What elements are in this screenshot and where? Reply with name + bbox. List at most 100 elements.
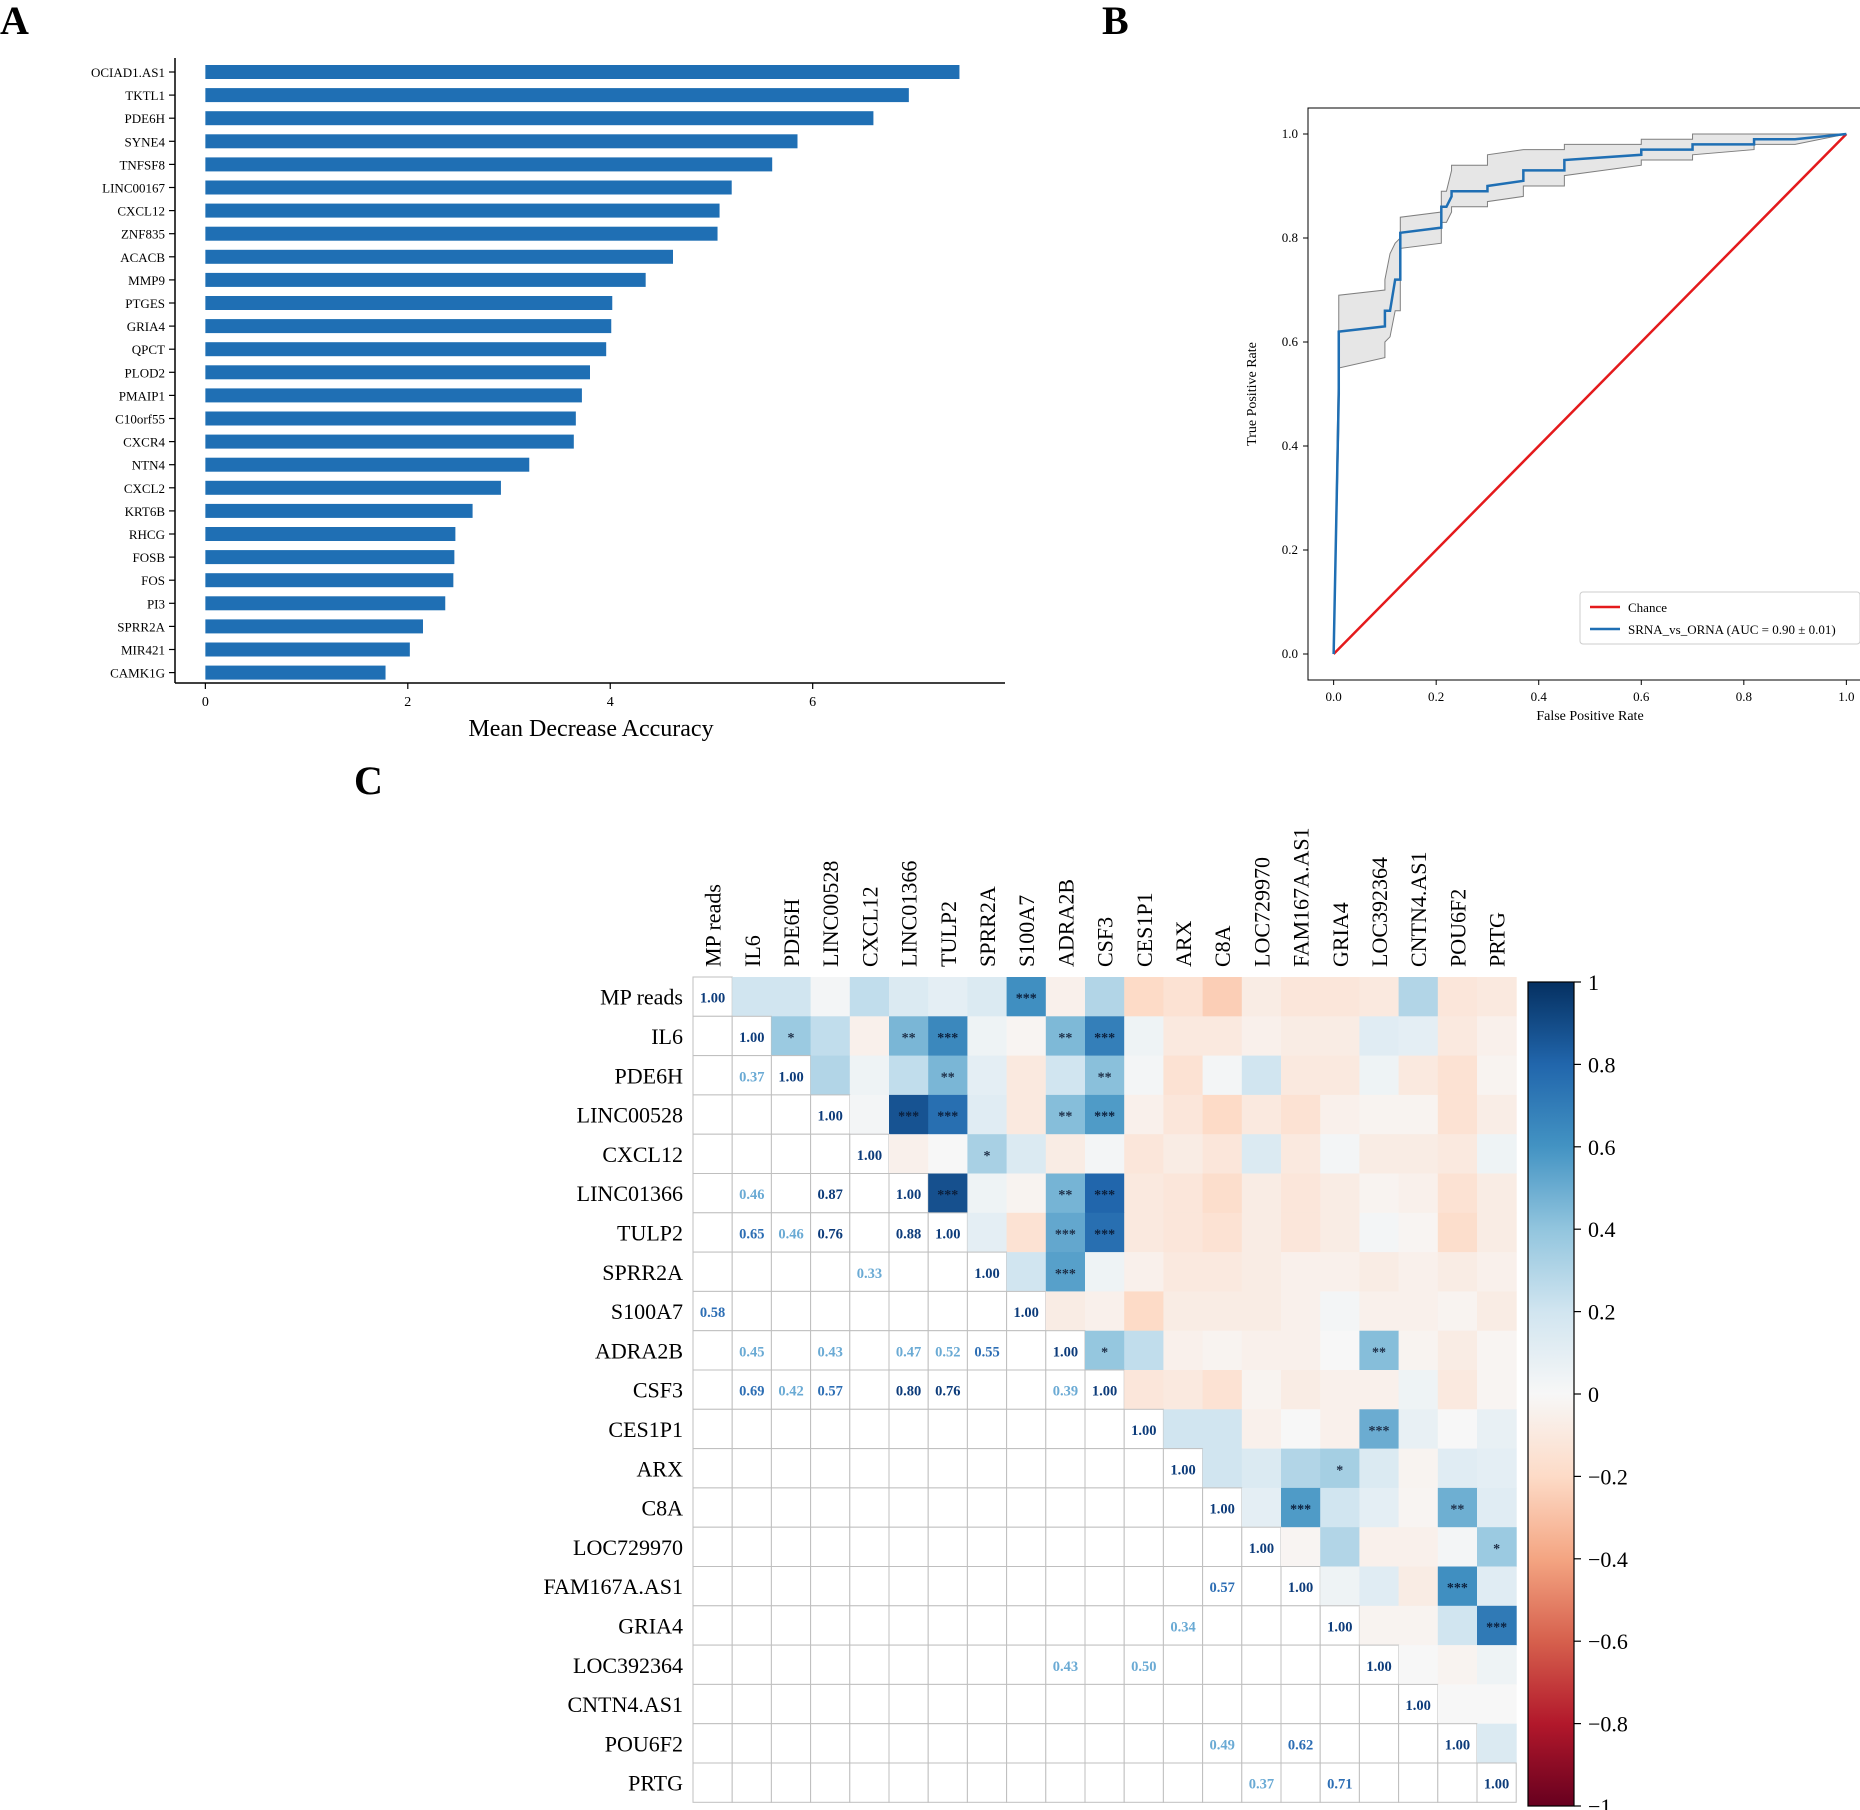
heatmap-grid-cell (1241, 1723, 1282, 1764)
row-label: ADRA2B (595, 1338, 683, 1363)
heatmap-cell (1163, 1291, 1204, 1332)
heatmap-cell (1202, 1370, 1243, 1410)
heatmap-cell (1398, 1487, 1439, 1528)
heatmap-grid-cell (1084, 1408, 1125, 1450)
heatmap-grid-cell (731, 1526, 772, 1567)
heatmap-grid-cell (1162, 1723, 1204, 1764)
heatmap-grid-cell (1006, 1762, 1047, 1803)
heatmap-cell (928, 1016, 968, 1057)
bar (205, 642, 410, 657)
heatmap-grid-cell (1084, 1683, 1125, 1725)
colorbar-tick-label: −0.6 (1588, 1629, 1628, 1654)
heatmap-grid-cell (888, 1683, 929, 1725)
heatmap-cell (1202, 1055, 1243, 1096)
heatmap-cell (1085, 1291, 1125, 1332)
heatmap-grid-cell (1123, 1408, 1164, 1450)
column-label: LINC01366 (897, 861, 922, 967)
heatmap-cell (1045, 1291, 1086, 1332)
heatmap-cell (889, 1094, 929, 1135)
row-label: LINC00528 (577, 1103, 683, 1128)
heatmap-grid-cell (849, 1408, 890, 1450)
heatmap-cell (1320, 1212, 1360, 1253)
heatmap-cell (1477, 1605, 1517, 1646)
heatmap-grid-cell (849, 1644, 890, 1685)
panel-label-a: A (0, 0, 29, 43)
y-tick-label: KRT6B (125, 504, 166, 519)
heatmap-grid-cell (1123, 1605, 1164, 1646)
plot-frame (1307, 107, 1860, 681)
heatmap-grid-cell (849, 1173, 890, 1214)
row-label: FAM167A.AS1 (543, 1574, 683, 1599)
correlation-value: 1.00 (1366, 1659, 1391, 1675)
heatmap-grid-cell (1319, 1644, 1360, 1685)
heatmap-grid-cell (966, 1330, 1008, 1371)
significance-stars: ** (1098, 1070, 1112, 1085)
heatmap-grid-cell (1045, 1683, 1086, 1725)
heatmap-cell (1437, 1448, 1478, 1489)
heatmap-grid-cell (849, 1448, 890, 1489)
y-tick-label: GRIA4 (127, 319, 166, 334)
bar (205, 388, 582, 403)
heatmap-grid-cell (927, 1644, 968, 1685)
heatmap-grid-cell (770, 1683, 812, 1725)
heatmap-grid-cell (1162, 1487, 1204, 1528)
heatmap-cell (1085, 1016, 1125, 1057)
heatmap-cell (1281, 1291, 1321, 1332)
heatmap-cell (1437, 1252, 1478, 1292)
heatmap-grid-cell (966, 1683, 1008, 1725)
heatmap-grid-cell (1202, 1723, 1243, 1764)
heatmap-cell (1477, 1409, 1517, 1450)
colorbar-tick-label: 0.6 (1588, 1135, 1616, 1160)
heatmap-grid-cell (1437, 1723, 1478, 1764)
y-tick-label: QPCT (132, 342, 165, 357)
heatmap-grid-cell (810, 1212, 851, 1253)
significance-stars: * (1336, 1463, 1343, 1478)
bar (205, 134, 798, 149)
heatmap-grid-cell (927, 1251, 968, 1292)
row-label: S100A7 (611, 1299, 683, 1324)
heatmap-grid-cell (1162, 1605, 1204, 1646)
heatmap-grid-cell (1045, 1644, 1086, 1685)
heatmap-cell (1241, 1134, 1282, 1174)
y-tick-label: OCIAD1.AS1 (91, 65, 165, 80)
significance-stars: *** (1369, 1424, 1390, 1439)
column-label: PRTG (1485, 912, 1510, 967)
heatmap-grid-cell (1123, 1644, 1164, 1685)
heatmap-cell (1398, 1370, 1439, 1410)
heatmap-cell (1241, 1055, 1282, 1096)
heatmap-cell (1124, 1330, 1164, 1371)
heatmap-grid-cell (692, 1251, 733, 1292)
correlation-value: 0.47 (896, 1344, 921, 1360)
heatmap-grid-cell (1280, 1683, 1321, 1725)
correlation-value: 1.00 (1406, 1698, 1431, 1714)
heatmap-cell (967, 1134, 1008, 1174)
heatmap-grid-cell (1398, 1683, 1439, 1725)
heatmap-grid-cell (1241, 1566, 1282, 1607)
heatmap-grid-cell (1358, 1723, 1400, 1764)
heatmap-grid-cell (1045, 1448, 1086, 1489)
heatmap-grid-cell (810, 1683, 851, 1725)
correlation-value: 1.00 (1288, 1580, 1313, 1596)
heatmap-cell (1320, 1566, 1360, 1607)
heatmap-grid-cell (849, 1330, 890, 1371)
heatmap-cell (1477, 1684, 1517, 1725)
y-axis-title: True Positive Rate (1245, 342, 1260, 446)
heatmap-grid-cell (1123, 1526, 1164, 1567)
x-tick-label: 0.6 (1633, 689, 1650, 704)
heatmap-cell (1359, 1448, 1400, 1489)
heatmap-cell (1163, 977, 1204, 1017)
heatmap-grid-cell (731, 1212, 772, 1253)
heatmap-cell (1281, 1330, 1321, 1371)
row-label: PDE6H (615, 1063, 684, 1088)
heatmap-grid-cell (1006, 1408, 1047, 1450)
heatmap-grid-cell (692, 1723, 733, 1764)
heatmap-cell (1477, 1055, 1517, 1096)
heatmap-grid-cell (692, 1762, 733, 1803)
heatmap-cell (1398, 1605, 1439, 1646)
significance-stars: *** (1094, 1110, 1115, 1125)
heatmap-cell (849, 1016, 890, 1057)
correlation-value: 0.76 (818, 1226, 843, 1242)
heatmap-cell (849, 1094, 890, 1135)
correlation-value: 0.65 (739, 1226, 764, 1242)
row-label: SPRR2A (602, 1260, 683, 1285)
